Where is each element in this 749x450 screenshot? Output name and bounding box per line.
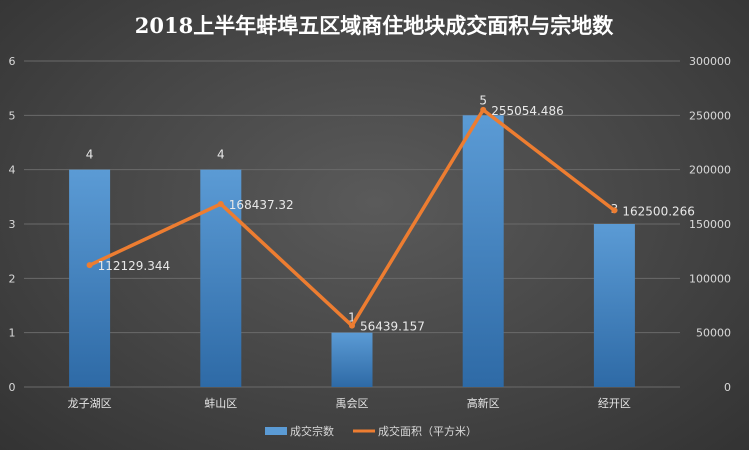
grid-layer [24,60,680,388]
category-label: 经开区 [598,397,631,410]
bar-data-label: 1 [348,311,356,325]
left-tick-label: 0 [9,381,16,394]
line-path [87,108,617,328]
right-tick-label: 0 [724,381,731,394]
bar [462,115,504,387]
legend-label: 成交宗数 [290,424,334,438]
chart-title: 2018上半年蚌埠五区域商住地块成交面积与宗地数 [135,13,614,38]
right-tick-label: 100000 [689,272,731,285]
right-tick-label: 300000 [689,55,731,68]
left-tick-label: 3 [9,218,16,231]
legend: 成交宗数 成交面积（平方米） [265,424,477,438]
category-label: 龙子湖区 [68,397,112,410]
legend-label: 成交面积（平方米） [378,424,477,438]
bar [331,332,373,387]
line-series: 112129.344 168437.32 56439.157 255054.486 16… [86,104,695,334]
left-tick-label: 2 [9,272,16,285]
line-point [611,207,618,214]
category-label: 蚌山区 [204,397,237,410]
line-point [217,200,224,207]
bar-data-label: 4 [217,148,225,162]
left-tick-label: 6 [9,55,16,68]
right-tick-label: 250000 [689,109,731,122]
right-axis: 0 50000 100000 150000 200000 250000 300000 [689,55,731,394]
right-tick-label: 50000 [696,327,731,340]
right-tick-label: 150000 [689,218,731,231]
line-data-label: 112129.344 [98,259,171,273]
left-tick-label: 4 [9,164,16,177]
bar-data-label: 5 [479,93,487,107]
left-tick-label: 5 [9,109,16,122]
category-axis: 龙子湖区 蚌山区 禹会区 高新区 经开区 [68,396,631,410]
bar [69,169,111,387]
line-point [86,262,93,269]
line-point [349,322,355,329]
line-data-label: 162500.266 [622,204,695,218]
left-tick-label: 1 [9,327,16,340]
legend-swatch-bar [265,427,287,435]
line-data-label: 255054.486 [491,104,564,118]
category-label: 禹会区 [336,397,369,410]
right-tick-label: 200000 [689,164,731,177]
line-data-label: 168437.32 [229,198,294,212]
bar-series: 44153 [69,93,635,387]
category-label: 高新区 [467,396,500,410]
bar-data-label: 4 [86,148,94,162]
left-axis: 0 1 2 3 4 5 6 [9,55,16,394]
line-data-label: 56439.157 [360,320,425,334]
bar [593,224,635,387]
line-point [480,106,487,113]
